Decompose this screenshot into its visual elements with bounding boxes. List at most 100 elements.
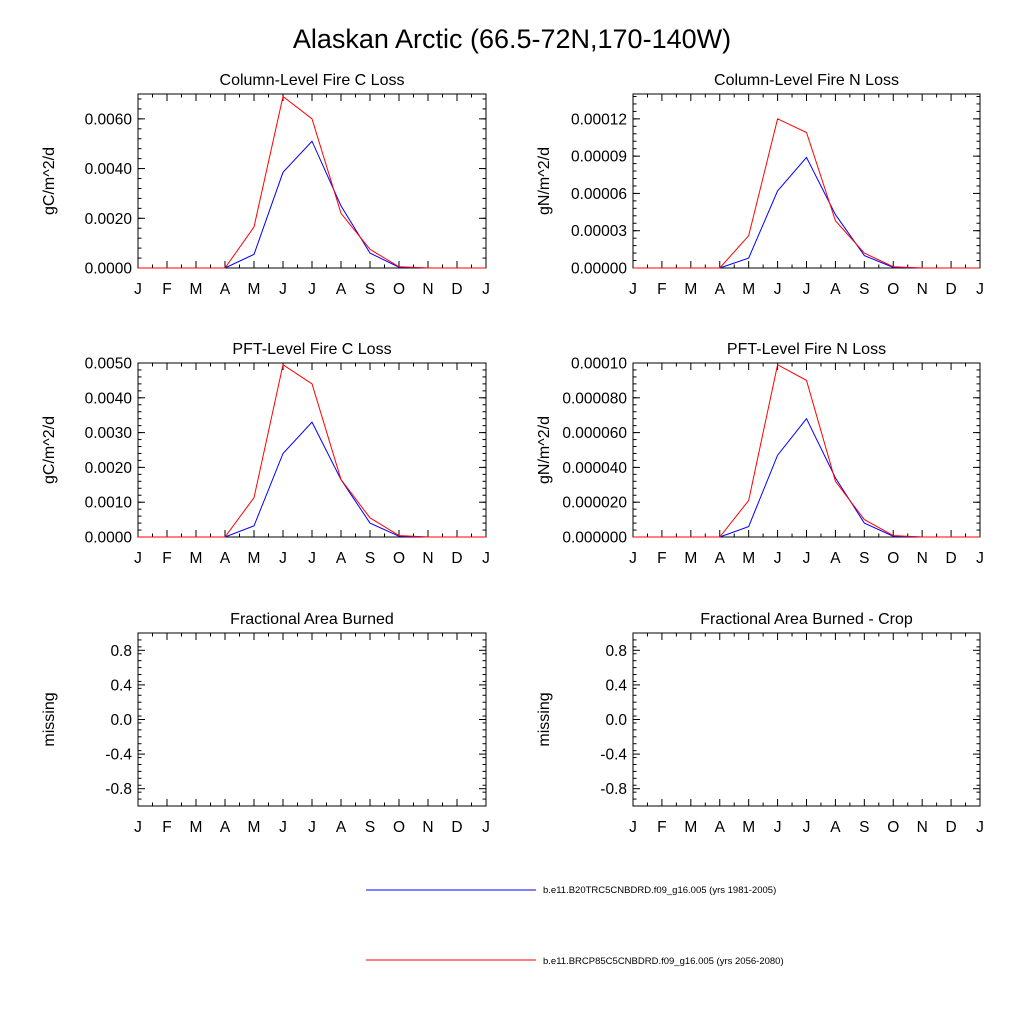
legend-label-historical: b.e11.B20TRC5CNBDRD.f09_g16.005 (yrs 198… xyxy=(543,885,776,896)
x-tick-label: N xyxy=(422,819,433,836)
x-tick-label: M xyxy=(190,819,203,836)
panel-title: Fractional Area Burned - Crop xyxy=(700,611,913,628)
y-tick-label: 0.0030 xyxy=(85,425,133,442)
y-tick-label: 0.4 xyxy=(110,677,132,694)
x-tick-label: M xyxy=(742,281,755,298)
x-tick-label: F xyxy=(657,550,666,567)
ticks xyxy=(632,632,981,807)
x-tick-label: J xyxy=(308,281,316,298)
x-tick-label: F xyxy=(162,819,171,836)
plot-frame xyxy=(632,632,981,807)
x-tick-label: D xyxy=(451,819,462,836)
x-tick-label: J xyxy=(976,281,984,298)
x-tick-label: F xyxy=(657,819,666,836)
x-tick-label: M xyxy=(742,819,755,836)
x-tick-label: J xyxy=(803,281,811,298)
y-tick-label: 0.0000 xyxy=(85,530,133,547)
x-tick-label: A xyxy=(715,281,726,298)
x-tick-label: N xyxy=(917,819,928,836)
ticks xyxy=(632,94,981,269)
ticks xyxy=(137,362,487,538)
x-tick-label: O xyxy=(887,819,899,836)
x-tick-label: J xyxy=(279,819,287,836)
y-tick-label: 0.0040 xyxy=(85,161,133,178)
series-line-future xyxy=(633,118,980,269)
y-tick-label: 0.000000 xyxy=(562,530,627,547)
figure-title: Alaskan Arctic (66.5-72N,170-140W) xyxy=(293,24,731,54)
x-tick-label: N xyxy=(422,281,433,298)
x-tick-label: A xyxy=(336,819,347,836)
legend-label-future: b.e11.BRCP85C5CNBDRD.f09_g16.005 (yrs 20… xyxy=(543,956,784,967)
y-tick-label: 0.00003 xyxy=(571,223,627,240)
x-tick-label: J xyxy=(308,819,316,836)
x-tick-label: O xyxy=(887,550,899,567)
x-tick-label: J xyxy=(774,281,782,298)
y-tick-label: 0.00006 xyxy=(571,186,627,203)
x-tick-label: A xyxy=(715,819,726,836)
x-tick-label: N xyxy=(917,281,928,298)
x-tick-label: J xyxy=(976,550,984,567)
x-tick-label: J xyxy=(976,819,984,836)
y-tick-label: 0.0000 xyxy=(85,261,133,278)
series-line-historical xyxy=(138,140,486,269)
y-tick-label: -0.8 xyxy=(105,781,132,798)
x-tick-label: N xyxy=(422,550,433,567)
x-tick-label: S xyxy=(859,819,869,836)
x-tick-label: J xyxy=(629,819,637,836)
y-tick-label: 0.8 xyxy=(110,643,132,660)
y-tick-label: 0.8 xyxy=(605,643,627,660)
x-tick-label: D xyxy=(945,819,956,836)
series-line-historical xyxy=(633,156,980,269)
plot-frame xyxy=(137,362,487,538)
x-tick-label: J xyxy=(308,550,316,567)
y-axis-label: gC/m^2/d xyxy=(41,147,58,215)
x-tick-label: D xyxy=(451,281,462,298)
y-tick-label: 0.0060 xyxy=(85,111,133,128)
x-tick-label: M xyxy=(684,819,697,836)
x-tick-label: J xyxy=(279,550,287,567)
x-tick-label: A xyxy=(220,819,231,836)
x-tick-label: A xyxy=(220,550,231,567)
y-tick-label: 0.000060 xyxy=(562,425,627,442)
panel-title: PFT-Level Fire C Loss xyxy=(232,341,391,358)
legend: b.e11.B20TRC5CNBDRD.f09_g16.005 (yrs 198… xyxy=(366,885,784,967)
y-tick-label: 0.000020 xyxy=(562,495,627,512)
y-tick-label: 0.000040 xyxy=(562,460,627,477)
x-tick-label: S xyxy=(859,550,869,567)
y-tick-label: 0.0020 xyxy=(85,460,133,477)
y-tick-label: 0.00009 xyxy=(571,149,627,166)
x-tick-label: M xyxy=(248,550,261,567)
x-tick-label: J xyxy=(134,281,142,298)
x-tick-label: S xyxy=(365,281,375,298)
y-tick-label: -0.4 xyxy=(600,747,627,764)
x-tick-label: J xyxy=(482,819,490,836)
y-tick-label: 0.00010 xyxy=(571,356,627,373)
x-tick-label: M xyxy=(248,281,261,298)
y-tick-label: 0.0 xyxy=(605,712,627,729)
panel-title: Column-Level Fire C Loss xyxy=(220,72,405,89)
panel-title: PFT-Level Fire N Loss xyxy=(727,341,886,358)
y-tick-label: 0.00012 xyxy=(571,111,627,128)
x-tick-label: F xyxy=(162,550,171,567)
x-tick-label: A xyxy=(830,281,841,298)
y-axis-label: gN/m^2/d xyxy=(536,147,553,215)
x-tick-label: M xyxy=(684,550,697,567)
x-tick-label: N xyxy=(917,550,928,567)
x-tick-label: S xyxy=(859,281,869,298)
y-axis-label: gN/m^2/d xyxy=(536,416,553,484)
x-tick-label: J xyxy=(279,281,287,298)
y-tick-label: 0.00000 xyxy=(571,261,627,278)
ticks xyxy=(137,632,487,807)
series-line-historical xyxy=(138,421,486,538)
x-tick-label: S xyxy=(365,819,375,836)
x-tick-label: D xyxy=(945,550,956,567)
x-tick-label: D xyxy=(451,550,462,567)
x-tick-label: F xyxy=(657,281,666,298)
